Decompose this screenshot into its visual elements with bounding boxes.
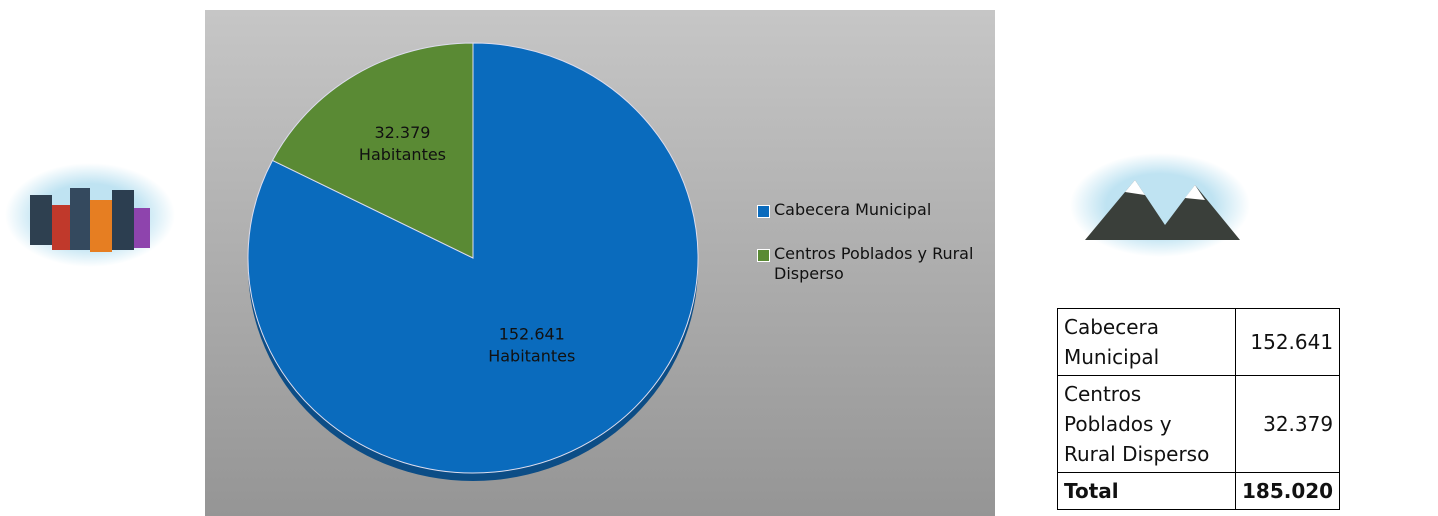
data-label-value: 152.641: [499, 325, 565, 344]
legend: Cabecera Municipal Centros Poblados y Rur…: [757, 200, 987, 308]
data-label-unit: Habitantes: [359, 145, 446, 164]
legend-swatch: [757, 205, 770, 218]
cell: Total: [1058, 473, 1236, 510]
cell: 152.641: [1236, 309, 1340, 376]
data-label-value: 32.379: [374, 123, 430, 142]
cell: 185.020: [1236, 473, 1340, 510]
cell: Centros Poblados y Rural Disperso: [1058, 376, 1236, 473]
cell: 32.379: [1236, 376, 1340, 473]
cell: Cabecera Municipal: [1058, 309, 1236, 376]
legend-swatch: [757, 249, 770, 262]
legend-item: Centros Poblados y Rural Disperso: [757, 244, 987, 284]
legend-label: Cabecera Municipal: [774, 200, 931, 220]
legend-item: Cabecera Municipal: [757, 200, 987, 220]
mountain-icon: [1065, 150, 1255, 260]
data-label-unit: Habitantes: [488, 347, 575, 366]
legend-label: Centros Poblados y Rural Disperso: [774, 244, 987, 284]
pie: 152.641 Habitantes 32.379 Habitantes: [248, 43, 698, 481]
city-icon: [0, 160, 180, 270]
page: {"chart_data": {"type": "pie", "categori…: [0, 0, 1438, 516]
